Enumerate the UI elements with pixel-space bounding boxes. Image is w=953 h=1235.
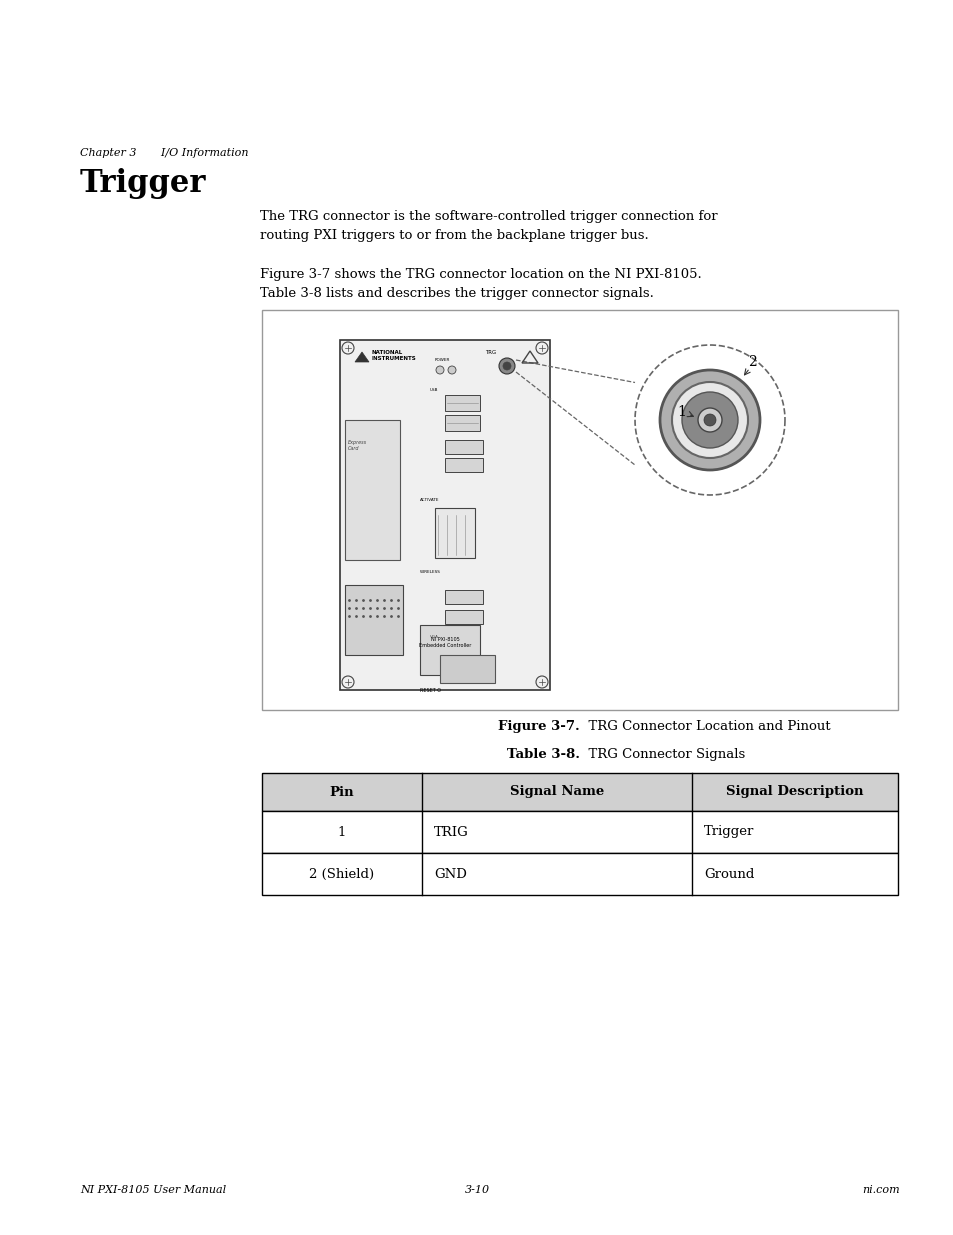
Text: WIRELESS: WIRELESS	[419, 571, 440, 574]
Text: TRIG: TRIG	[434, 825, 468, 839]
Text: VGA: VGA	[430, 635, 438, 638]
Text: GND: GND	[434, 867, 466, 881]
Text: 3-10: 3-10	[464, 1186, 489, 1195]
Bar	[444, 610, 482, 624]
Text: Trigger: Trigger	[703, 825, 754, 839]
Circle shape	[436, 366, 443, 374]
Text: Trigger: Trigger	[80, 168, 206, 199]
Text: TRG Connector Signals: TRG Connector Signals	[579, 748, 744, 761]
Text: Chapter 3       I/O Information: Chapter 3 I/O Information	[80, 148, 248, 158]
Text: Table 3-8.: Table 3-8.	[506, 748, 579, 761]
Polygon shape	[355, 352, 369, 362]
Circle shape	[703, 414, 716, 426]
Bar	[339, 340, 550, 690]
Circle shape	[502, 362, 511, 370]
Text: 2 (Shield): 2 (Shield)	[309, 867, 375, 881]
Circle shape	[659, 370, 760, 471]
Text: Express
Card: Express Card	[348, 440, 367, 451]
Text: The TRG connector is the software-controlled trigger connection for
routing PXI : The TRG connector is the software-contro…	[260, 210, 717, 242]
Text: 1: 1	[337, 825, 346, 839]
Bar	[444, 458, 482, 472]
Circle shape	[671, 382, 747, 458]
Text: NI PXI-8105
Embedded Controller: NI PXI-8105 Embedded Controller	[418, 637, 471, 648]
Text: NATIONAL
INSTRUMENTS: NATIONAL INSTRUMENTS	[372, 350, 416, 361]
Bar	[419, 625, 479, 676]
Text: Pin: Pin	[330, 785, 354, 799]
Text: NI PXI-8105 User Manual: NI PXI-8105 User Manual	[80, 1186, 226, 1195]
Bar	[262, 853, 897, 895]
Text: RESET O: RESET O	[419, 688, 440, 693]
Text: Signal Name: Signal Name	[509, 785, 603, 799]
Text: Signal Description: Signal Description	[725, 785, 862, 799]
Circle shape	[448, 366, 456, 374]
Text: Figure 3-7 shows the TRG connector location on the NI PXI-8105.
Table 3-8 lists : Figure 3-7 shows the TRG connector locat…	[260, 268, 701, 300]
Text: Figure 3-7.: Figure 3-7.	[497, 720, 579, 734]
Bar	[444, 440, 482, 454]
Bar	[444, 590, 482, 604]
Text: 1: 1	[677, 405, 686, 419]
Bar	[345, 585, 402, 655]
Circle shape	[681, 391, 738, 448]
Bar	[262, 773, 897, 811]
Text: POWER: POWER	[435, 358, 450, 362]
Text: TRG Connector Location and Pinout: TRG Connector Location and Pinout	[579, 720, 830, 734]
Circle shape	[698, 408, 721, 432]
Text: USB: USB	[430, 388, 438, 391]
Text: TRG: TRG	[484, 350, 496, 354]
Text: 2: 2	[747, 354, 756, 369]
Bar	[439, 655, 495, 683]
Bar	[435, 508, 475, 558]
Bar	[345, 420, 399, 559]
Text: Ground: Ground	[703, 867, 754, 881]
Text: ni.com: ni.com	[862, 1186, 899, 1195]
Circle shape	[498, 358, 515, 374]
Bar	[262, 811, 897, 853]
Bar	[444, 395, 479, 411]
Text: ACTIVATE: ACTIVATE	[419, 498, 439, 501]
Bar	[262, 310, 897, 710]
Bar	[444, 415, 479, 431]
